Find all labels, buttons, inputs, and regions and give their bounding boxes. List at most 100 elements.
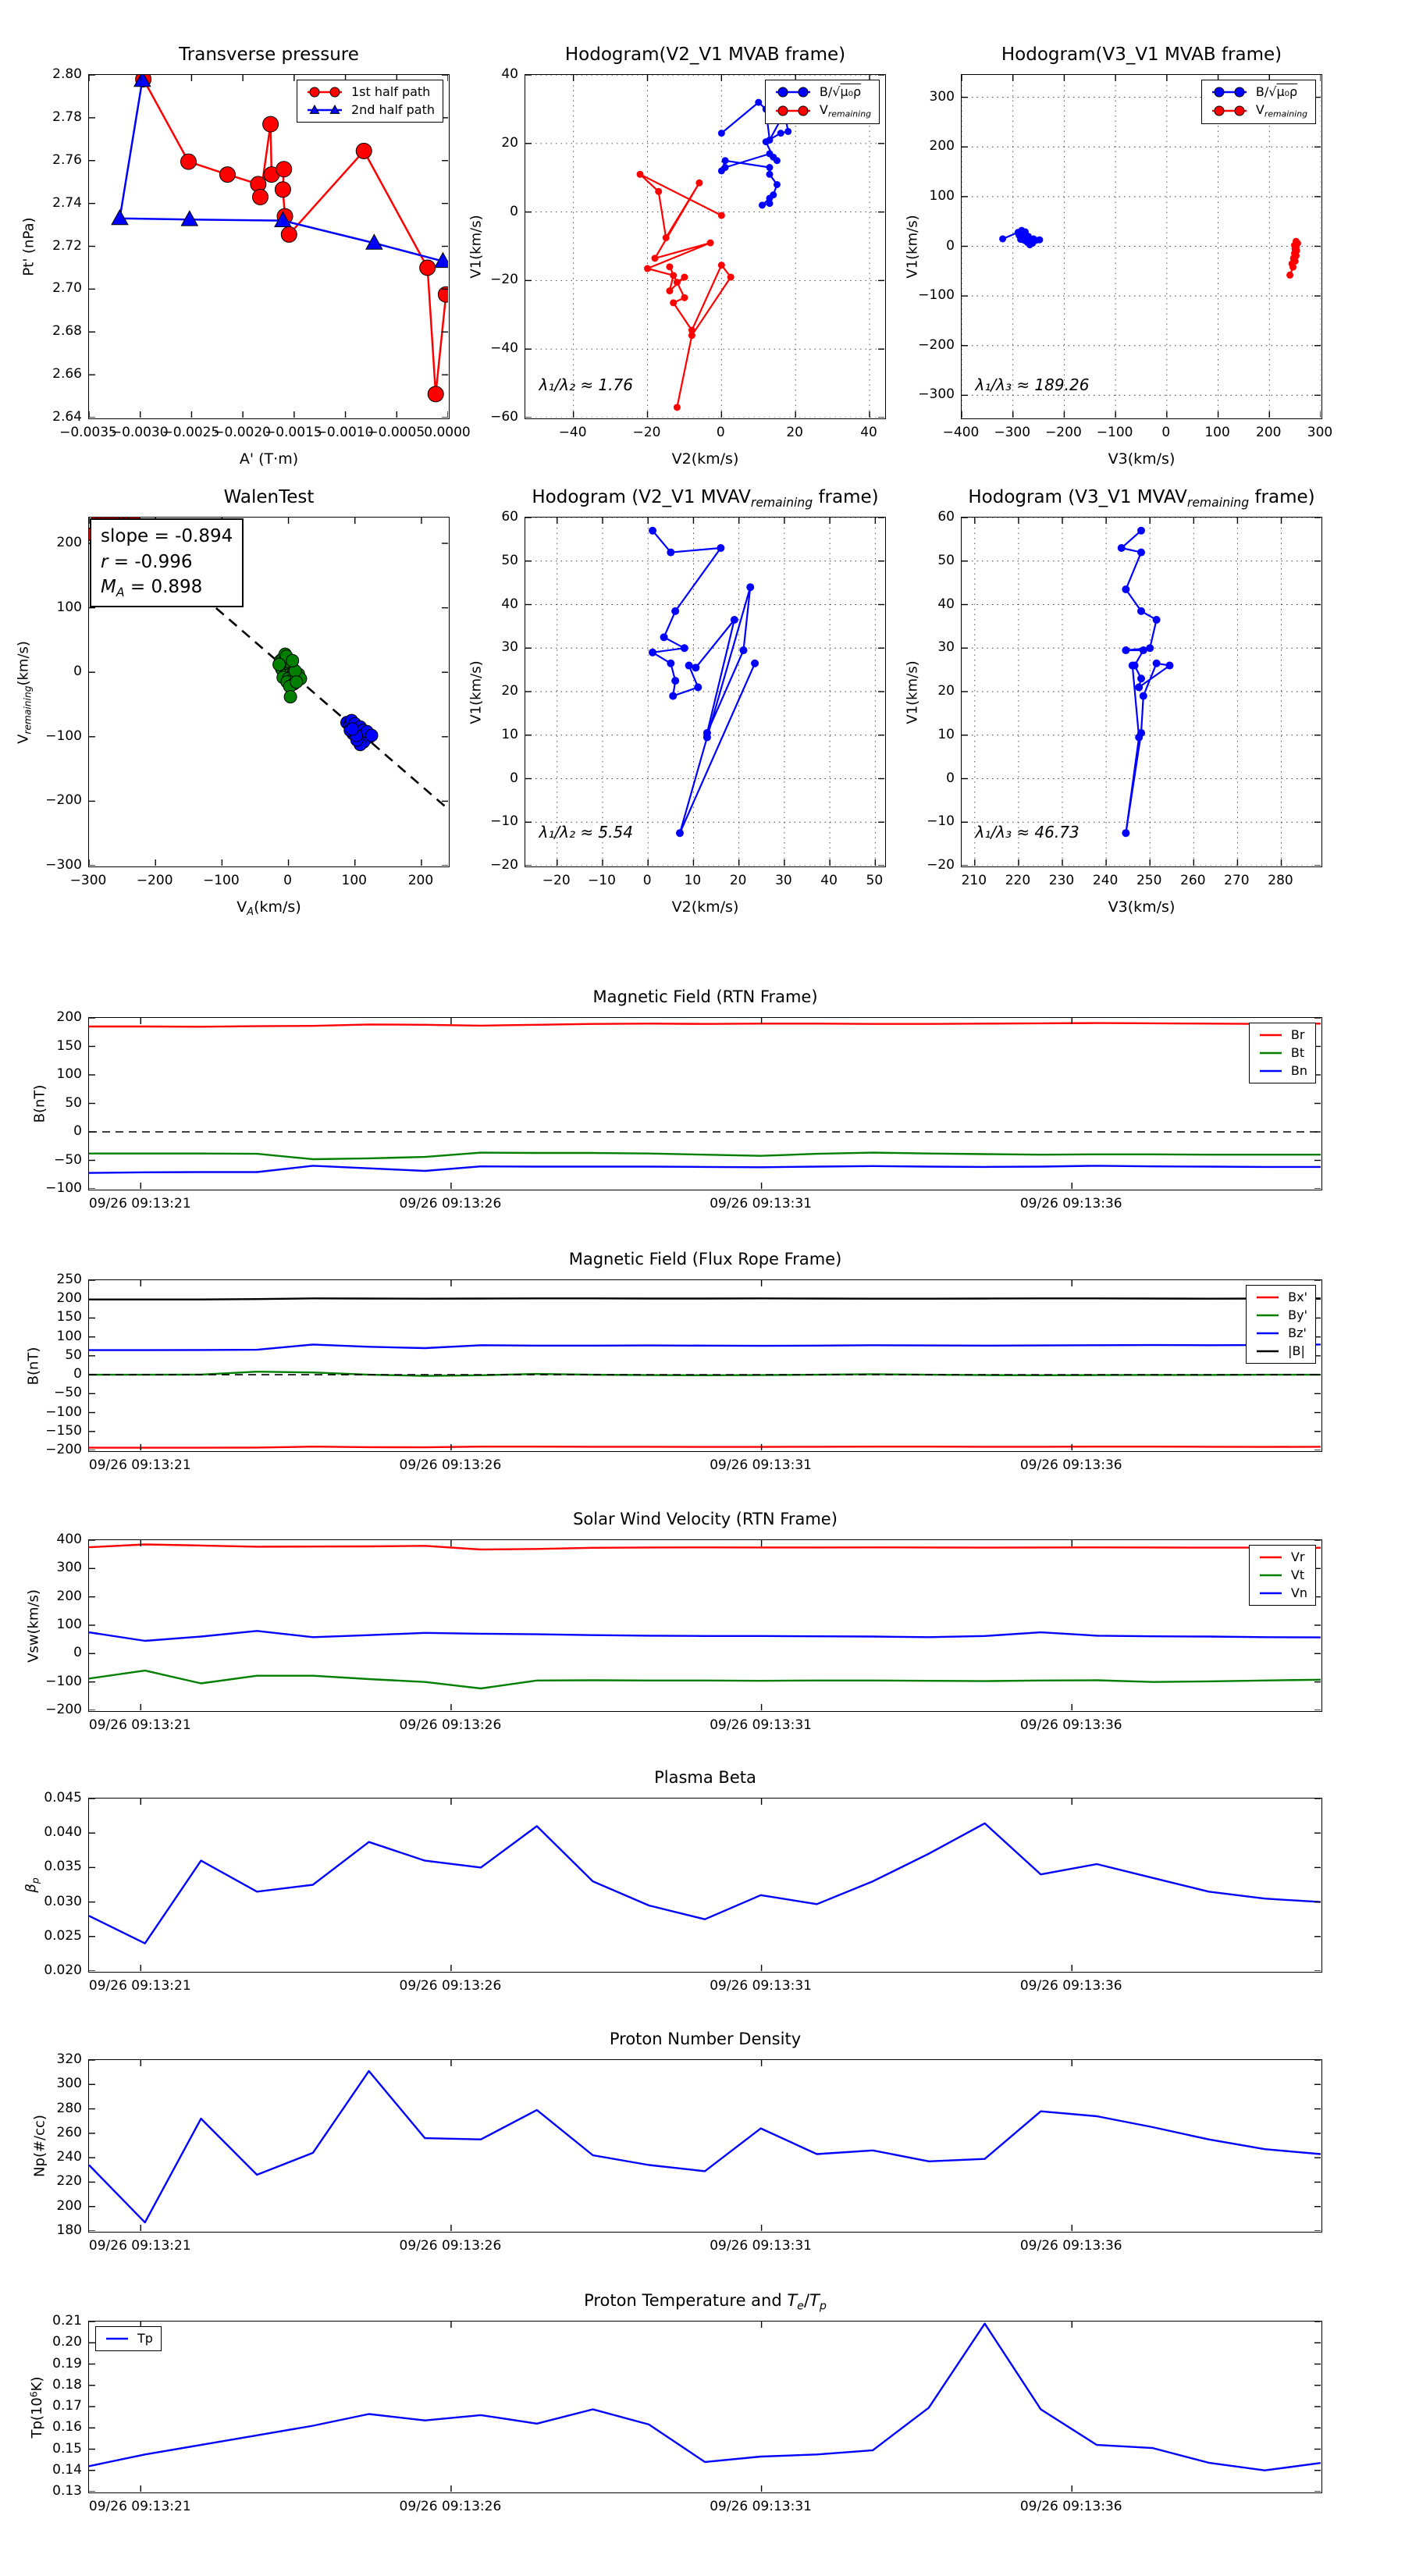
hodogram-v3v1-mvav-ytick-label: 40	[937, 596, 955, 612]
plasma-beta-xtick-label: 09/26 09:13:26	[399, 1978, 502, 1994]
solar-wind-velocity-ytick-label: 300	[56, 1560, 82, 1576]
transverse-pressure-xlabel: A' (T·m)	[239, 450, 299, 468]
magnetic-field-flux-rope-legend-label: Bx'	[1288, 1290, 1307, 1304]
magnetic-field-flux-rope-ytick-label: 0	[73, 1366, 82, 1382]
hodogram-v3v1-mvab-xtick-label: −300	[994, 425, 1031, 440]
hodogram-v2v1-mvav-xtick-label: 30	[775, 873, 792, 888]
hodogram-v2v1-mvav-axes	[525, 517, 886, 867]
Bz'-legend-symbol	[1257, 1332, 1279, 1335]
hodogram-v2v1-mvab-legend-item: B/√μ₀ρ	[774, 84, 871, 100]
transverse-pressure-ytick-label: 2.74	[52, 194, 82, 211]
hodogram-v2v1-mvav-xtick-label: 0	[642, 873, 652, 888]
proton-temperature-ytick-label: 0.14	[52, 2461, 82, 2478]
transverse-pressure-legend[interactable]: 1st half path 2nd half path	[296, 80, 443, 123]
hodogram-v3v1-mvab-ylabel: V1(km/s)	[904, 215, 921, 279]
magnetic-field-rtn-xtick-label: 09/26 09:13:21	[88, 1196, 191, 1212]
magnetic-field-rtn-title: Magnetic Field (RTN Frame)	[592, 987, 818, 1006]
proton-temperature-ylabel: Tp(106K)	[28, 2376, 45, 2438]
transverse-pressure-ytick-label: 2.78	[52, 109, 82, 125]
magnetic-field-flux-rope-ytick-label: −50	[54, 1385, 82, 1401]
proton-number-density-ytick-label: 180	[56, 2222, 82, 2238]
B/√μ₀ρ-legend-symbol	[1211, 87, 1247, 98]
hodogram-v2v1-mvav-ytick-label: −20	[490, 857, 518, 873]
hodogram-v3v1-mvab-ytick-label: 300	[929, 88, 955, 105]
solar-wind-velocity-legend-item: Vn	[1257, 1585, 1307, 1601]
transverse-pressure-xtick-label: −0.0035	[59, 425, 117, 440]
plasma-beta-ytick-label: 0.035	[44, 1859, 82, 1875]
proton-number-density-ytick-label: 200	[56, 2197, 82, 2214]
hodogram-v3v1-mvab-title: Hodogram(V3_V1 MVAB frame)	[1001, 44, 1282, 65]
proton-number-density-axes	[88, 2059, 1322, 2233]
magnetic-field-rtn-xtick-label: 09/26 09:13:26	[399, 1196, 502, 1212]
hodogram-v3v1-mvav-xtick-label: 230	[1048, 873, 1075, 888]
hodogram-v3v1-mvab-xlabel: V3(km/s)	[1108, 450, 1176, 468]
solar-wind-velocity-ylabel: Vsw(km/s)	[25, 1589, 42, 1663]
solar-wind-velocity-legend[interactable]: Vr Vt Vn	[1248, 1545, 1316, 1606]
transverse-pressure-xtick-label: −0.0010	[315, 425, 374, 440]
hodogram-v3v1-mvab-legend[interactable]: B/√μ₀ρ Vremaining	[1200, 80, 1316, 125]
hodogram-v3v1-mvav-xtick-label: 210	[961, 873, 987, 888]
hodogram-v3v1-mvav-ylabel: V1(km/s)	[904, 660, 921, 724]
magnetic-field-flux-rope-legend-label: |B|	[1288, 1343, 1305, 1358]
hodogram-v3v1-mvav-xtick-label: 220	[1005, 873, 1031, 888]
magnetic-field-rtn-legend-label: Bn	[1290, 1063, 1307, 1078]
magnetic-field-flux-rope-legend[interactable]: Bx' By' Bz' |B|	[1246, 1285, 1316, 1364]
hodogram-v2v1-mvab-xtick-label: 0	[716, 425, 725, 440]
plasma-beta-ytick-label: 0.045	[44, 1790, 82, 1806]
hodogram-v2v1-mvab-ytick-label: −40	[490, 340, 518, 357]
proton-temperature-plot	[89, 2322, 1321, 2492]
magnetic-field-flux-rope-legend-label: Bz'	[1288, 1325, 1307, 1340]
hodogram-v3v1-mvab-plot	[962, 75, 1321, 418]
walen-test-ytick-label: 200	[56, 535, 82, 551]
magnetic-field-flux-rope-xtick-label: 09/26 09:13:26	[399, 1457, 502, 1473]
magnetic-field-flux-rope-xtick-label: 09/26 09:13:21	[88, 1457, 191, 1473]
proton-number-density-ytick-label: 260	[56, 2124, 82, 2140]
solar-wind-velocity-ytick-label: 200	[56, 1588, 82, 1604]
hodogram-v2v1-mvav-ytick-label: −10	[490, 813, 518, 830]
solar-wind-velocity-xtick-label: 09/26 09:13:26	[399, 1717, 502, 1733]
walen-test-ytick-label: −300	[45, 857, 82, 873]
proton-temperature-axes	[88, 2321, 1322, 2493]
proton-temperature-legend[interactable]: Tp	[95, 2326, 162, 2351]
walen-test-infobox-line: MA = 0.898	[101, 577, 203, 600]
hodogram-v3v1-mvav-plot	[962, 518, 1321, 866]
hodogram-v3v1-mvab-xtick-label: −100	[1096, 425, 1133, 440]
walen-test-xtick-label: −300	[69, 873, 107, 888]
walen-test-ytick-label: 100	[56, 599, 82, 615]
walen-test-xtick-label: −200	[136, 873, 173, 888]
plasma-beta-title: Plasma Beta	[654, 1768, 756, 1787]
plasma-beta-ytick-label: 0.025	[44, 1927, 82, 1944]
hodogram-v3v1-mvav-ytick-label: 20	[937, 683, 955, 699]
proton-number-density-ytick-label: 240	[56, 2149, 82, 2165]
hodogram-v2v1-mvav-ytick-label: 50	[501, 552, 518, 568]
Bn-legend-symbol	[1259, 1069, 1282, 1073]
hodogram-v2v1-mvab-legend[interactable]: B/√μ₀ρ Vremaining	[764, 80, 880, 125]
walen-test-ylabel: Vremaining(km/s)	[15, 640, 34, 744]
hodogram-v2v1-mvav-xtick-label: −10	[588, 873, 616, 888]
hodogram-v2v1-mvav-ytick-label: 0	[510, 770, 518, 786]
transverse-pressure-xtick-label: −0.0020	[213, 425, 271, 440]
plasma-beta-xtick-label: 09/26 09:13:31	[710, 1978, 812, 1994]
magnetic-field-flux-rope-ytick-label: 50	[65, 1347, 82, 1363]
magnetic-field-rtn-legend[interactable]: Br Bt Bn	[1248, 1023, 1316, 1083]
proton-temperature-legend-item: Tp	[104, 2331, 153, 2347]
walen-test-ytick-label: −100	[45, 728, 82, 744]
hodogram-v2v1-mvav-ytick-label: 10	[501, 726, 518, 742]
walen-test-xtick-label: 100	[341, 873, 367, 888]
Vremaining-legend-symbol	[1211, 105, 1247, 116]
magnetic-field-flux-rope-legend-item: Bx'	[1254, 1290, 1307, 1305]
solar-wind-velocity-ytick-label: 400	[56, 1532, 82, 1547]
plasma-beta-axes	[88, 1798, 1322, 1973]
solar-wind-velocity-xtick-label: 09/26 09:13:36	[1019, 1717, 1122, 1733]
proton-number-density-xtick-label: 09/26 09:13:31	[710, 2238, 812, 2254]
hodogram-v3v1-mvav-annotation: λ₁/λ₃ ≈ 46.73	[975, 823, 1080, 842]
hodogram-v2v1-mvav-ylabel: V1(km/s)	[468, 660, 485, 724]
B/√μ₀ρ-legend-symbol	[775, 87, 810, 98]
hodogram-v2v1-mvav-annotation: λ₁/λ₂ ≈ 5.54	[539, 823, 633, 842]
transverse-pressure-ytick-label: 2.72	[52, 237, 82, 254]
magnetic-field-flux-rope-ytick-label: 100	[56, 1328, 82, 1344]
magnetic-field-rtn-legend-item: Bt	[1257, 1045, 1307, 1061]
proton-number-density-ytick-label: 320	[56, 2051, 82, 2067]
hodogram-v2v1-mvav-ytick-label: 60	[501, 509, 518, 525]
